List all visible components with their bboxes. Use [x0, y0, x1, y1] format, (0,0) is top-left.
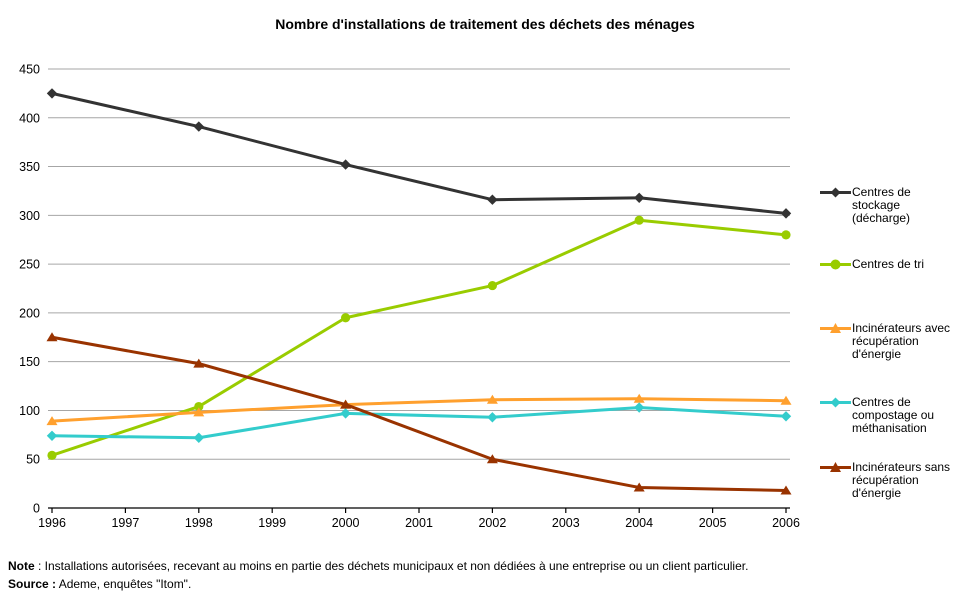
legend-label: Incinérateurs avec récupération d'énergi…	[852, 321, 951, 361]
series-marker	[633, 482, 645, 492]
footnote: Note : Installations autorisées, recevan…	[8, 557, 748, 593]
series-marker	[193, 407, 205, 417]
x-tick-label: 2004	[625, 516, 653, 530]
series-marker	[46, 332, 58, 342]
series-marker	[193, 121, 204, 132]
y-tick-label: 50	[26, 453, 40, 467]
note-text: : Installations autorisées, recevant au …	[34, 559, 749, 573]
legend-label: Centres de compostage ou méthanisation	[852, 395, 935, 435]
series-marker	[340, 408, 351, 419]
y-tick-label: 400	[19, 111, 40, 125]
y-tick-label: 350	[19, 160, 40, 174]
series-line-centres-de-compostage	[51, 406, 787, 440]
series-line-incinerateurs-sans-recuperation	[51, 335, 787, 492]
source-text: Ademe, enquêtes "Itom".	[56, 577, 192, 591]
triangle-glyph	[820, 323, 851, 333]
series-marker	[780, 411, 792, 422]
legend-label: Incinérateurs sans récupération d'énergi…	[852, 460, 951, 500]
series-marker	[780, 208, 792, 219]
y-tick-label: 200	[19, 306, 40, 320]
y-tick-label: 0	[33, 502, 40, 516]
chart-title: Nombre d'installations de traitement des…	[275, 16, 695, 32]
legend-item-centres-de-stockage: Centres de stockage (décharge)	[820, 186, 956, 225]
x-tick-label: 1999	[258, 516, 286, 530]
diamond-marker-icon	[820, 186, 851, 199]
line-chart: 0 50 100 150 200 250 300 350 400 450 1996 1997 1998 1…	[19, 63, 800, 531]
chart-area: 0 50 100 150 200 250 300 350 400 450 1996 1997 1998 1…	[19, 63, 800, 531]
x-tick-label: 2002	[478, 516, 506, 530]
series-line-centres-de-tri	[51, 218, 787, 457]
diamond-glyph	[820, 397, 851, 408]
x-tick-label: 1998	[185, 516, 213, 530]
series-marker	[340, 159, 351, 170]
legend-item-centres-de-tri: Centres de tri	[820, 258, 956, 271]
x-tick-label: 2003	[552, 516, 580, 530]
series-line-incinerateurs-avec-recuperation	[51, 397, 787, 423]
diamond-glyph	[820, 187, 851, 198]
circle-marker-icon	[820, 258, 851, 271]
series-marker	[780, 485, 792, 495]
circle-glyph	[820, 259, 851, 270]
legend-label: Centres de stockage (décharge)	[852, 185, 911, 225]
series-marker	[193, 358, 205, 368]
triangle-marker-icon	[820, 461, 851, 474]
series-marker	[46, 430, 58, 442]
series-marker	[781, 230, 791, 240]
note-line: Note : Installations autorisées, recevan…	[8, 557, 748, 575]
series-marker	[486, 454, 498, 464]
series-marker	[194, 401, 204, 412]
triangle-glyph	[820, 462, 851, 472]
legend-label: Centres de tri	[852, 257, 925, 271]
series-marker	[47, 450, 57, 460]
y-tick-label: 100	[19, 404, 40, 418]
legend-item-incinerateurs-avec: Incinérateurs avec récupération d'énergi…	[820, 322, 956, 361]
y-tick-label: 150	[19, 355, 40, 369]
series-marker	[634, 192, 645, 203]
series-line-centres-de-stockage	[51, 91, 787, 215]
series-marker	[487, 194, 498, 205]
series-marker	[634, 402, 645, 413]
x-tick-label: 2006	[772, 516, 800, 530]
x-tick-label: 1996	[38, 516, 66, 530]
note-label: Note	[8, 559, 35, 573]
triangle-marker-icon	[820, 322, 851, 335]
x-tick-label: 2001	[405, 516, 433, 530]
source-line: Source : Ademe, enquêtes "Itom".	[8, 575, 748, 593]
series-marker	[487, 280, 497, 291]
y-tick-label: 250	[19, 258, 40, 272]
series-marker	[46, 88, 58, 99]
series-marker	[193, 432, 204, 443]
x-tick-label: 1997	[111, 516, 139, 530]
x-tick-label: 2005	[699, 516, 727, 530]
series-marker	[341, 313, 351, 323]
series-marker	[46, 416, 58, 426]
series-marker	[633, 393, 645, 403]
series-marker	[780, 395, 792, 405]
legend-item-incinerateurs-sans: Incinérateurs sans récupération d'énergi…	[820, 461, 956, 500]
legend-item-centres-de-compostage: Centres de compostage ou méthanisation	[820, 396, 956, 435]
series-marker	[487, 412, 498, 423]
x-tick-label: 2000	[332, 516, 360, 530]
diamond-marker-icon	[820, 396, 851, 409]
series-marker	[634, 215, 644, 225]
source-label: Source :	[8, 577, 57, 591]
y-tick-label: 450	[19, 63, 40, 77]
series-marker	[340, 399, 352, 409]
y-tick-label: 300	[19, 209, 40, 223]
series-marker	[486, 394, 498, 404]
